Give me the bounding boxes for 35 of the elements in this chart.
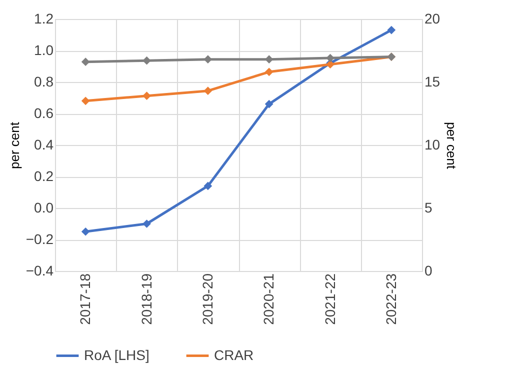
point [142, 92, 151, 100]
point [142, 220, 151, 228]
y-tick-label: 0.8 [34, 74, 54, 90]
y-tick-label: 0.0 [34, 200, 54, 216]
y-tick-label: −0.2 [26, 231, 54, 247]
y2-tick-label: 5 [424, 200, 432, 216]
x-tick-label: 2019-20 [199, 273, 216, 325]
point [142, 56, 151, 65]
y-tick-label: 1.0 [34, 42, 54, 58]
point [81, 96, 90, 106]
y2-axis-title: per cent [444, 122, 460, 170]
y2-tick-label: 20 [424, 10, 440, 26]
x-tick-label: 2017-18 [77, 273, 94, 325]
y-tick-label: 0.4 [34, 136, 54, 152]
y2-tick-label: 0 [424, 262, 432, 278]
point [264, 100, 274, 108]
x-tick-label: 2021-22 [322, 273, 338, 325]
legend-label: CRAR [214, 346, 254, 363]
point [387, 26, 396, 34]
x-tick-label: 2018-19 [138, 273, 154, 325]
y-axis-title: per cent [6, 122, 22, 169]
point [204, 182, 212, 190]
point [81, 227, 90, 236]
y2-tick-label: 10 [424, 136, 440, 152]
y-tick-label: 0.2 [34, 168, 54, 184]
point [204, 86, 212, 96]
legend-label: RoA [LHS] [84, 346, 150, 363]
x-tick-label: 2020-21 [260, 273, 277, 325]
y-tick-label: −0.4 [26, 262, 54, 278]
y-tick-label: 1.2 [34, 10, 54, 26]
x-tick-label: 2022-23 [382, 273, 399, 325]
y-tick-label: 0.6 [34, 105, 54, 121]
point [326, 54, 334, 62]
point [264, 68, 274, 76]
y2-tick-label: 15 [424, 74, 440, 90]
